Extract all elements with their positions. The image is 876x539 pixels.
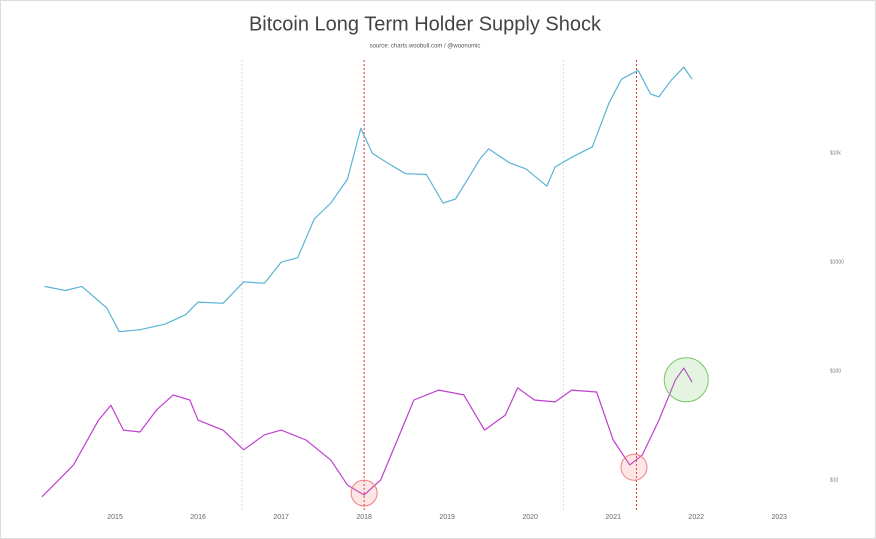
x-tick-label: 2022: [688, 514, 704, 521]
chart-title: Bitcoin Long Term Holder Supply Shock: [249, 13, 602, 35]
x-tick-label: 2021: [605, 514, 621, 521]
y-tick-label: $1000: [830, 260, 844, 266]
y-tick-label: $10k: [830, 151, 841, 157]
x-tick-label: 2017: [273, 514, 289, 521]
x-tick-label: 2020: [522, 514, 538, 521]
highlight-circle: [663, 357, 709, 403]
highlight-circle: [620, 453, 648, 481]
x-tick-label: 2016: [190, 514, 206, 521]
highlight-circle: [350, 479, 378, 507]
x-tick-label: 2019: [439, 514, 455, 521]
x-tick-label: 2018: [356, 514, 372, 521]
x-tick-label: 2015: [107, 514, 123, 521]
y-tick-label: $10: [830, 477, 839, 483]
y-tick-label: $100: [830, 368, 841, 374]
series-line: [41, 367, 693, 498]
series-line: [44, 66, 693, 333]
x-tick-label: 2023: [771, 514, 787, 521]
chart-subtitle: source: charts.woobull.com / @woonomic: [370, 44, 481, 50]
